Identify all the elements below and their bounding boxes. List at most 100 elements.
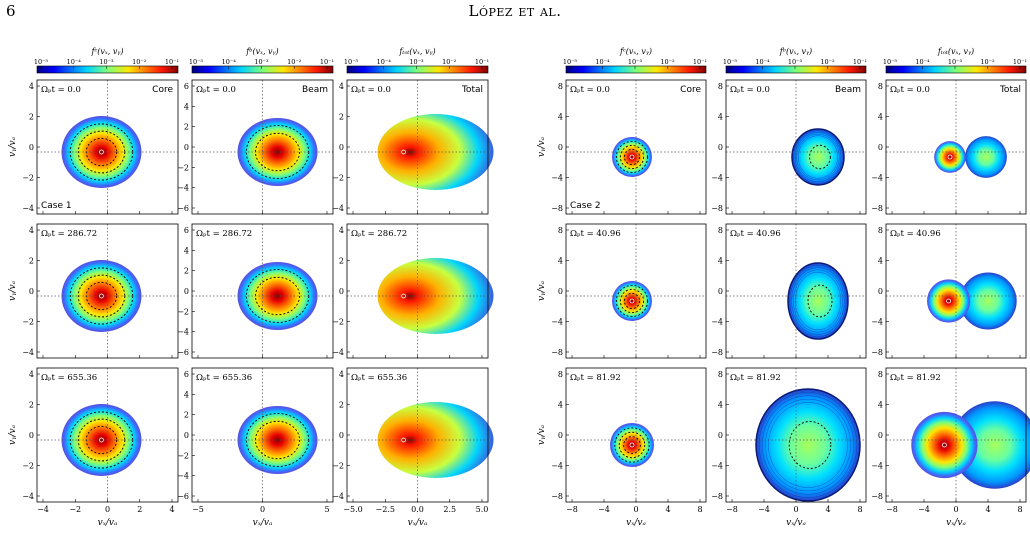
- axis-ticks: 4 2 0 −2 −4: [332, 82, 483, 214]
- y-tick-label: 8: [558, 226, 563, 235]
- x-tick-label: −4: [758, 505, 770, 514]
- total-center-marker: [401, 437, 407, 443]
- time-label: Ωₚt = 81.92: [570, 373, 621, 383]
- core-distribution: [610, 423, 654, 467]
- x-tick-label: 0.0: [411, 505, 424, 514]
- time-label: Ωₚt = 81.92: [730, 373, 781, 383]
- colorbar: [725, 65, 867, 74]
- y-tick-label: −4: [711, 318, 723, 327]
- beam-contour-line: [794, 271, 842, 331]
- colorbar-tick-label: 10⁻¹: [1013, 58, 1028, 66]
- core-distribution: [612, 137, 652, 177]
- colorbar-tick-label: 10⁻⁵: [34, 58, 49, 66]
- core-contour-line: [623, 436, 641, 454]
- y-tick-label: −4: [551, 462, 563, 471]
- colorbar: [191, 65, 334, 74]
- column-title: Core: [680, 85, 701, 95]
- x-tick-label: 4: [985, 505, 990, 514]
- y-tick-label: 4: [184, 246, 189, 255]
- colorbar-tick-label: 10⁻³: [788, 58, 803, 66]
- axis-ticks: 8 4 0 −4 −8: [551, 226, 701, 358]
- total-core-lobe: [927, 279, 971, 323]
- y-axis-label: vᵧ/vₐ: [537, 281, 547, 301]
- y-tick-label: 4: [339, 370, 344, 379]
- beam-contour-line: [793, 130, 843, 184]
- axis-ticks: −8 −4 0 4 8 8 4 0 −4 −8: [551, 370, 702, 514]
- y-tick-label: −6: [177, 348, 189, 357]
- y-tick-label: −8: [711, 348, 723, 357]
- total-beam-lobe: [965, 136, 1007, 178]
- colorbar-tick-label: 10⁻³: [409, 58, 424, 66]
- axis-ticks: −4 −2 0 2 4 4 2 0 −2 −4: [22, 370, 174, 514]
- time-label: Ωₚt = 0.0: [730, 85, 770, 95]
- beam-contour-line: [793, 269, 843, 333]
- core-contour-fill: [612, 137, 652, 177]
- y-tick-label: −2: [177, 451, 189, 460]
- y-tick-label: −4: [871, 318, 883, 327]
- y-tick-label: 6: [184, 226, 189, 235]
- colorbar: [346, 65, 489, 74]
- y-tick-label: 0: [29, 287, 34, 296]
- y-tick-label: −8: [711, 204, 723, 213]
- y-axis-label: vᵧ/vₐ: [8, 137, 18, 157]
- beam2-distribution: [755, 388, 861, 502]
- y-tick-label: 2: [184, 123, 189, 132]
- time-label: Ωₚt = 0.0: [570, 85, 610, 95]
- beam-contour-line: [794, 132, 842, 182]
- colorbar-group: 10⁻⁵ 10⁻⁴ 10⁻³ 10⁻² 10⁻¹ fᶜ(vₓ, vᵧ) 10⁻⁵ 10⁻⁴ 10…: [34, 47, 1028, 74]
- core-center-marker: [629, 442, 635, 448]
- core-contour-line: [623, 148, 641, 166]
- x-axis-label: vₓ/vₐ: [946, 518, 966, 528]
- beam-contour-fill: [791, 128, 845, 186]
- beam-contour-line: [807, 284, 833, 318]
- time-label: Ωₚt = 655.36: [41, 373, 97, 383]
- case-label: Case 1: [41, 201, 72, 211]
- core-contour-line: [619, 288, 645, 314]
- total-center-marker: [947, 154, 953, 160]
- x-axis-label: vₓ/vₐ: [408, 518, 428, 528]
- y-tick-label: 2: [339, 257, 344, 266]
- beam-contour-line: [768, 402, 848, 488]
- y-tick-label: −4: [177, 328, 189, 337]
- colorbar-tick-label: 10⁻²: [132, 58, 147, 66]
- y-tick-label: 4: [29, 82, 34, 91]
- total2-distribution: [927, 272, 1017, 330]
- time-label: Ωₚt = 0.0: [351, 85, 391, 95]
- page-number: 6: [6, 2, 16, 20]
- y-tick-label: 4: [184, 102, 189, 111]
- y-tick-label: 4: [339, 226, 344, 235]
- x-tick-label: −4: [37, 505, 49, 514]
- core-contour-line: [615, 140, 649, 174]
- y-tick-label: −2: [177, 307, 189, 316]
- core-contour-line: [614, 427, 650, 463]
- y-tick-label: −4: [332, 492, 344, 501]
- y-tick-label: 4: [718, 113, 723, 122]
- y-tick-label: 0: [184, 287, 189, 296]
- time-label: Ωₚt = 40.96: [890, 229, 941, 239]
- y-tick-label: −4: [551, 318, 563, 327]
- x-tick-label: 4: [169, 505, 174, 514]
- y-tick-label: 0: [718, 143, 723, 152]
- y-tick-label: 0: [558, 143, 563, 152]
- beam-contour-line: [255, 132, 300, 172]
- y-axis-label: vᵧ/vₐ: [537, 425, 547, 445]
- x-tick-label: 0: [633, 505, 638, 514]
- y-tick-label: 4: [718, 401, 723, 410]
- time-label: Ωₚt = 286.72: [41, 229, 97, 239]
- y-tick-label: −4: [871, 174, 883, 183]
- colorbar-tick-label: 10⁻⁴: [377, 58, 392, 66]
- axis-ticks: 4 2 0 −2 −4: [22, 82, 173, 214]
- x-axis-label: vₓ/vₐ: [253, 518, 273, 528]
- y-tick-label: 0: [339, 431, 344, 440]
- axis-ticks: 6 4 2 0 −2 −4 −6: [177, 226, 328, 358]
- y-tick-label: −2: [22, 174, 34, 183]
- y-tick-label: 0: [339, 287, 344, 296]
- colorbar-tick-label: 10⁻³: [99, 58, 114, 66]
- y-tick-label: 0: [558, 431, 563, 440]
- y-tick-label: 4: [718, 257, 723, 266]
- colorbar-title: fᶜ(vₓ, vᵧ): [619, 47, 652, 56]
- y-tick-label: 0: [718, 287, 723, 296]
- x-tick-label: 2.5: [443, 505, 456, 514]
- y-tick-label: −8: [551, 204, 563, 213]
- colorbar-tick-label: 10⁻³: [254, 58, 269, 66]
